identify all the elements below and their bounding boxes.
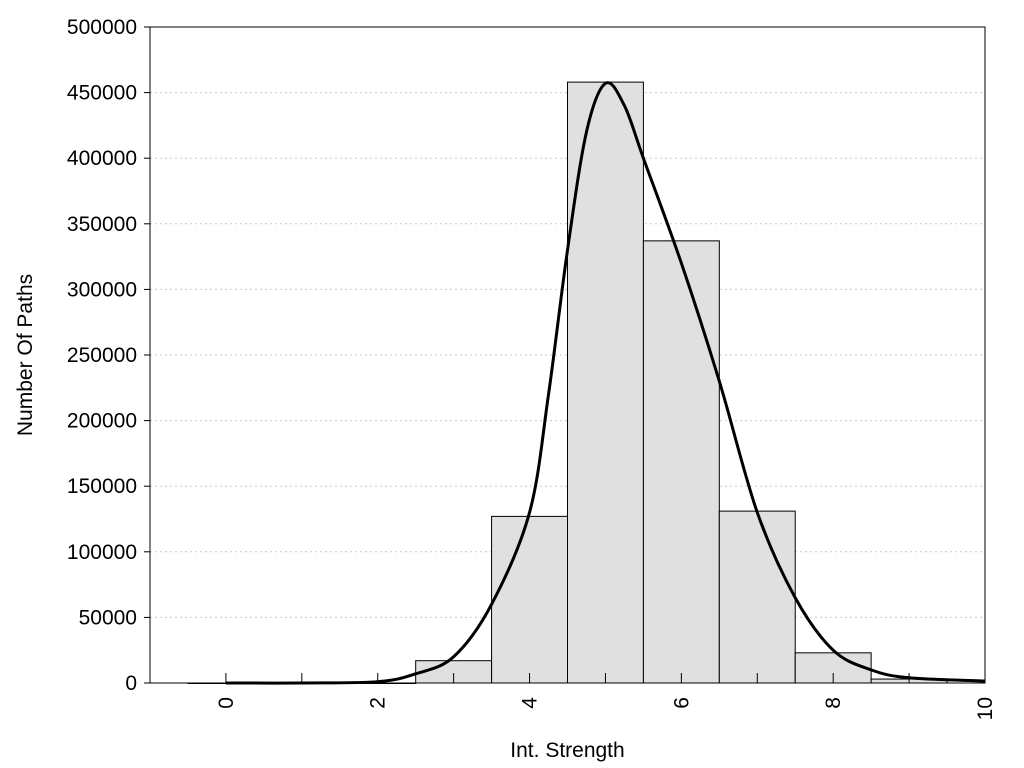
y-tick-label: 350000 — [67, 213, 137, 236]
x-tick-label: 2 — [367, 697, 390, 709]
histogram-bar — [567, 81, 644, 684]
x-axis: 0 2 4 6 8 10 — [215, 673, 997, 720]
y-tick-label: 500000 — [67, 16, 137, 39]
y-tick-label: 300000 — [67, 278, 137, 301]
x-tick-label: 10 — [974, 697, 997, 720]
y-tick-label: 0 — [125, 672, 137, 695]
histogram-bar — [642, 240, 720, 684]
x-tick-label: 0 — [215, 697, 238, 709]
x-tick-label: 6 — [670, 697, 693, 709]
histogram-bar — [718, 510, 796, 684]
fit-curve — [225, 81, 986, 685]
x-axis-title: Int. Strength — [510, 739, 624, 762]
fit-curve-line — [225, 81, 986, 685]
histogram-bars — [187, 81, 948, 684]
histogram-bar — [491, 515, 568, 684]
y-axis: 0 50000 100000 150000 200000 250000 300000 3500… — [67, 16, 150, 695]
y-tick-label: 100000 — [67, 541, 137, 564]
x-tick-label: 4 — [519, 697, 542, 709]
y-tick-label: 200000 — [67, 410, 137, 433]
y-tick-label: 50000 — [79, 606, 137, 629]
y-axis-title: Number Of Paths — [14, 274, 37, 436]
y-tick-label: 150000 — [67, 475, 137, 498]
grid-lines — [150, 92, 985, 618]
x-tick-label: 8 — [822, 697, 845, 709]
y-tick-label: 450000 — [67, 82, 137, 105]
y-tick-label: 400000 — [67, 147, 137, 170]
y-tick-label: 250000 — [67, 344, 137, 367]
